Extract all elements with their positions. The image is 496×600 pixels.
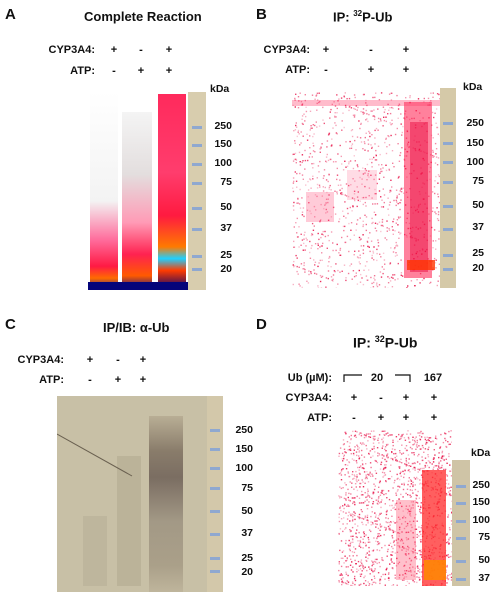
kda-label: kDa — [471, 447, 491, 459]
lane-sign: + — [430, 392, 438, 404]
gel-image — [88, 92, 188, 290]
gel-image — [57, 396, 207, 592]
lane-sign: + — [402, 412, 410, 424]
marker-150: 150 — [472, 496, 490, 508]
marker-20: 20 — [220, 263, 232, 275]
gel-image — [292, 92, 440, 288]
lane-sign: + — [350, 392, 358, 404]
lane-sign: + — [86, 354, 94, 366]
panel-letter: D — [256, 316, 267, 333]
lane-sign: + — [402, 44, 410, 56]
marker-25: 25 — [220, 249, 232, 261]
atp-row-label: ATP: — [70, 65, 95, 77]
marker-100: 100 — [214, 157, 232, 169]
ladder-lane — [440, 88, 456, 288]
atp-row-label: ATP: — [307, 412, 332, 424]
lane-sign: + — [367, 64, 375, 76]
marker-25: 25 — [472, 247, 484, 259]
lane-sign: - — [352, 412, 356, 424]
cyp3a4-row-label: CYP3A4: — [263, 44, 310, 56]
panel-title: IP: 32P-Ub — [333, 9, 393, 25]
cyp3a4-row-label: CYP3A4: — [48, 44, 95, 56]
lane-sign: + — [110, 44, 118, 56]
lane-sign: + — [322, 44, 330, 56]
ub-value: 20 — [370, 372, 384, 384]
lane-sign: - — [369, 44, 373, 56]
panel-title: IP/IB: α-Ub — [103, 320, 170, 335]
lane-sign: - — [112, 65, 116, 77]
marker-37: 37 — [220, 222, 232, 234]
marker-37: 37 — [241, 527, 253, 539]
cyp3a4-row-label: CYP3A4: — [285, 392, 332, 404]
lane-sign: - — [139, 44, 143, 56]
marker-150: 150 — [235, 443, 253, 455]
ladder-lane — [188, 92, 206, 290]
marker-250: 250 — [472, 479, 490, 491]
ub-concentration-bracket — [343, 374, 411, 382]
marker-20: 20 — [241, 566, 253, 578]
marker-37: 37 — [472, 221, 484, 233]
marker-50: 50 — [478, 554, 490, 566]
ladder-lane — [452, 460, 470, 586]
ub-value: 167 — [423, 372, 443, 384]
panel-letter: A — [5, 6, 16, 23]
lane-sign: + — [139, 374, 147, 386]
marker-250: 250 — [466, 117, 484, 129]
marker-37: 37 — [478, 572, 490, 584]
marker-75: 75 — [478, 531, 490, 543]
gel-image — [338, 430, 452, 586]
lane-sign: + — [430, 412, 438, 424]
kda-label: kDa — [463, 81, 483, 93]
atp-row-label: ATP: — [285, 64, 310, 76]
lane-sign: + — [165, 65, 173, 77]
marker-150: 150 — [214, 138, 232, 150]
marker-50: 50 — [241, 505, 253, 517]
ub-row-label: Ub (µM): — [287, 372, 332, 384]
lane-sign: - — [379, 392, 383, 404]
lane-sign: + — [402, 392, 410, 404]
lane-sign: + — [137, 65, 145, 77]
lane-sign: + — [402, 64, 410, 76]
panel-letter: C — [5, 316, 16, 333]
lane-sign: - — [116, 354, 120, 366]
marker-50: 50 — [220, 201, 232, 213]
panel-title: IP: 32P-Ub — [353, 334, 418, 351]
lane-sign: - — [324, 64, 328, 76]
marker-250: 250 — [235, 424, 253, 436]
marker-100: 100 — [235, 462, 253, 474]
lane-sign: - — [88, 374, 92, 386]
marker-75: 75 — [472, 175, 484, 187]
ladder-lane — [207, 396, 223, 592]
lane-sign: + — [114, 374, 122, 386]
marker-100: 100 — [472, 514, 490, 526]
marker-150: 150 — [466, 137, 484, 149]
panel-title: Complete Reaction — [84, 9, 202, 24]
marker-50: 50 — [472, 199, 484, 211]
marker-20: 20 — [472, 262, 484, 274]
marker-25: 25 — [241, 552, 253, 564]
cyp3a4-row-label: CYP3A4: — [17, 354, 64, 366]
panel-letter: B — [256, 6, 267, 23]
marker-100: 100 — [466, 156, 484, 168]
kda-label: kDa — [210, 83, 230, 95]
atp-row-label: ATP: — [39, 374, 64, 386]
lane-sign: + — [165, 44, 173, 56]
lane-sign: + — [139, 354, 147, 366]
marker-250: 250 — [214, 120, 232, 132]
marker-75: 75 — [241, 482, 253, 494]
lane-sign: + — [377, 412, 385, 424]
marker-75: 75 — [220, 176, 232, 188]
